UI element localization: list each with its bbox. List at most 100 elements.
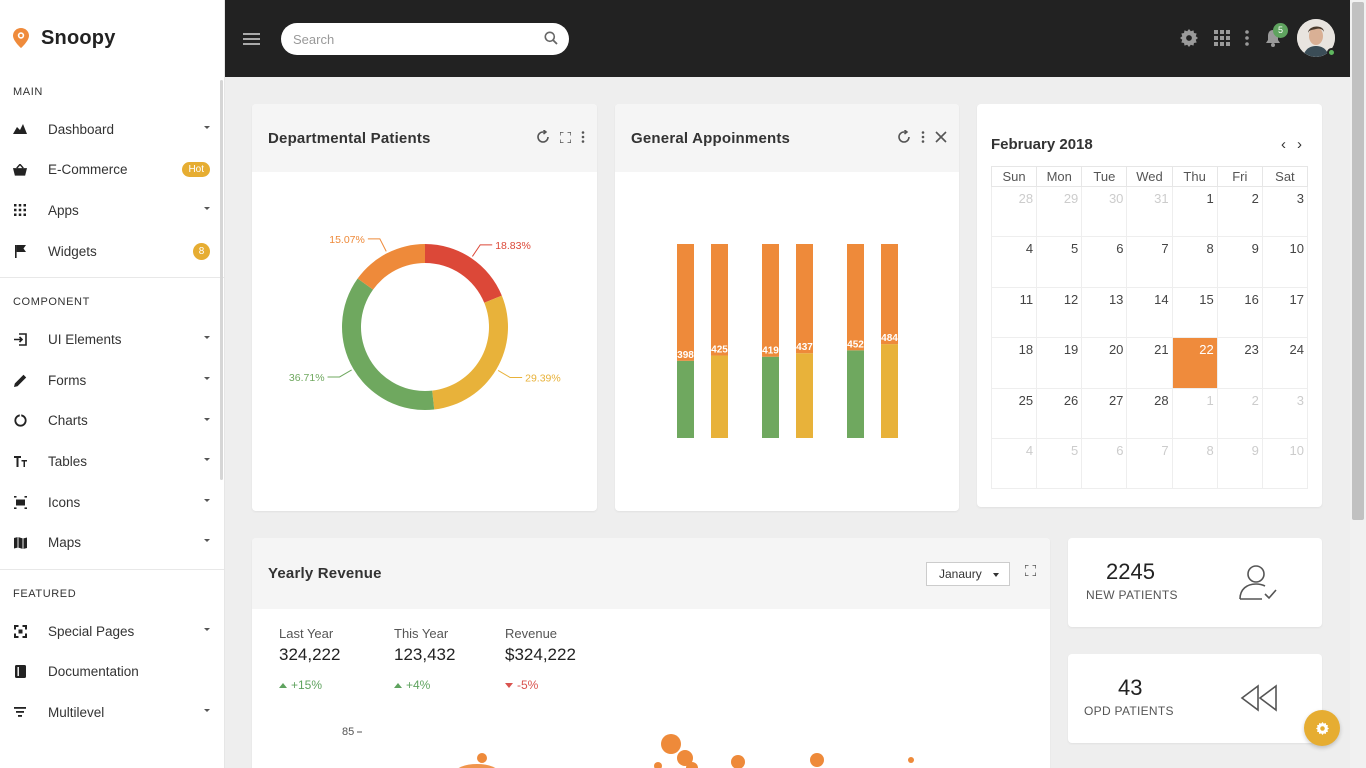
sidebar-item-ui-elements[interactable]: UI Elements xyxy=(0,319,224,360)
calendar-day[interactable]: 31 xyxy=(1126,185,1173,238)
calendar-day[interactable]: 4 xyxy=(990,236,1038,288)
bar-segment[interactable] xyxy=(762,244,779,357)
calendar-day[interactable]: 13 xyxy=(1081,286,1128,339)
calendar-day[interactable]: 6 xyxy=(1081,236,1128,288)
calendar-day[interactable]: 2 xyxy=(1216,387,1263,439)
sidebar-item-multilevel[interactable]: Multilevel xyxy=(0,692,224,733)
calendar-day[interactable]: 12 xyxy=(1036,286,1083,339)
calendar-day[interactable]: 26 xyxy=(1036,387,1083,439)
calendar-day[interactable]: 1 xyxy=(1171,387,1218,439)
sidebar-item-dashboard[interactable]: Dashboard xyxy=(0,109,224,150)
calendar-day[interactable]: 4 xyxy=(990,437,1038,490)
sidebar-item-charts[interactable]: Charts xyxy=(0,401,224,442)
sidebar-item-special-pages[interactable]: Special Pages xyxy=(0,611,224,652)
calendar-day[interactable]: 27 xyxy=(1081,387,1128,439)
bar-segment[interactable] xyxy=(796,353,813,438)
page-scrollbar-thumb[interactable] xyxy=(1352,2,1364,520)
donut-slice[interactable] xyxy=(425,244,502,303)
calendar-day[interactable]: 9 xyxy=(1216,236,1263,288)
sidebar-item-tables[interactable]: Tables xyxy=(0,441,224,482)
bar-segment[interactable] xyxy=(677,360,694,438)
search-input[interactable] xyxy=(281,23,569,55)
donut-slice[interactable] xyxy=(357,244,425,290)
pencil-icon xyxy=(13,373,27,387)
bar-segment[interactable] xyxy=(847,350,864,438)
calendar-day[interactable]: 9 xyxy=(1216,437,1263,490)
calendar-day[interactable]: 28 xyxy=(990,185,1038,238)
calendar-day[interactable]: 10 xyxy=(1261,437,1309,490)
close-icon[interactable] xyxy=(935,131,947,143)
calendar-day[interactable]: 3 xyxy=(1261,387,1309,439)
month-select[interactable]: Janaury xyxy=(926,562,1010,586)
calendar-day[interactable]: 5 xyxy=(1036,236,1083,288)
calendar-day[interactable]: 23 xyxy=(1216,337,1263,389)
calendar-day[interactable]: 14 xyxy=(1126,286,1173,339)
calendar-day[interactable]: 11 xyxy=(990,286,1038,339)
calendar-day[interactable]: 8 xyxy=(1171,437,1218,490)
calendar-prev-button[interactable]: ‹ xyxy=(1281,136,1286,153)
donut-slice[interactable] xyxy=(342,278,435,410)
calendar-day[interactable]: 20 xyxy=(1081,337,1128,389)
sidebar-item-icons[interactable]: Icons xyxy=(0,482,224,523)
menu-toggle-icon[interactable] xyxy=(243,33,260,45)
calendar-day[interactable]: 24 xyxy=(1261,337,1309,389)
calendar-next-button[interactable]: › xyxy=(1297,136,1302,153)
settings-fab[interactable] xyxy=(1304,710,1340,746)
bar-segment[interactable] xyxy=(711,244,728,356)
calendar-day[interactable]: 18 xyxy=(990,337,1038,389)
refresh-icon[interactable] xyxy=(536,130,550,144)
sidebar-item-documentation[interactable]: Documentation xyxy=(0,652,224,693)
sidebar-item-label: Dashboard xyxy=(48,121,115,137)
sidebar-item-maps[interactable]: Maps xyxy=(0,522,224,563)
calendar-day[interactable]: 6 xyxy=(1081,437,1128,490)
new-patients-label: NEW PATIENTS xyxy=(1086,588,1178,602)
more-vertical-icon[interactable] xyxy=(1244,30,1250,46)
sidebar-item-forms[interactable]: Forms xyxy=(0,360,224,401)
calendar-day[interactable]: 21 xyxy=(1126,337,1173,389)
search-icon[interactable] xyxy=(544,31,558,45)
calendar-day[interactable]: 5 xyxy=(1036,437,1083,490)
bar-segment[interactable] xyxy=(762,356,779,438)
gear-icon[interactable] xyxy=(1180,29,1198,47)
calendar-day[interactable]: 22 xyxy=(1171,337,1218,389)
slice-label-leader xyxy=(327,369,352,378)
bar-segment[interactable] xyxy=(796,244,813,354)
bar-segment[interactable] xyxy=(847,244,864,351)
calendar-day[interactable]: 7 xyxy=(1126,236,1173,288)
more-vertical-icon[interactable] xyxy=(921,131,925,143)
more-vertical-icon[interactable] xyxy=(581,131,585,143)
brand[interactable]: Snoopy xyxy=(0,0,224,76)
apps-grid-icon[interactable] xyxy=(1214,30,1230,46)
calendar-day[interactable]: 28 xyxy=(1126,387,1173,439)
sidebar-item-apps[interactable]: Apps xyxy=(0,190,224,231)
refresh-icon[interactable] xyxy=(897,130,911,144)
calendar-day[interactable]: 17 xyxy=(1261,286,1309,339)
calendar-day[interactable]: 10 xyxy=(1261,236,1309,288)
calendar-day[interactable]: 30 xyxy=(1081,185,1128,238)
calendar-day[interactable]: 8 xyxy=(1171,236,1218,288)
sidebar-scrollbar[interactable] xyxy=(220,80,223,480)
page-scrollbar[interactable] xyxy=(1350,0,1366,768)
calendar-day[interactable]: 15 xyxy=(1171,286,1218,339)
calendar-day[interactable]: 16 xyxy=(1216,286,1263,339)
calendar-day[interactable]: 7 xyxy=(1126,437,1173,490)
bar-segment[interactable] xyxy=(711,355,728,438)
calendar-day[interactable]: 19 xyxy=(1036,337,1083,389)
calendar-day[interactable]: 25 xyxy=(990,387,1038,439)
calendar-day[interactable]: 3 xyxy=(1261,185,1309,238)
sidebar-item-ecommerce[interactable]: E-Commerce Hot xyxy=(0,150,224,191)
stat-label: Revenue xyxy=(505,626,558,641)
gear-icon xyxy=(1315,721,1329,735)
weekday-header: Tue xyxy=(1081,166,1128,187)
bar-segment[interactable] xyxy=(881,244,898,345)
fullscreen-icon[interactable] xyxy=(1025,565,1036,576)
bar-segment[interactable] xyxy=(677,244,694,361)
bar-segment[interactable] xyxy=(881,344,898,438)
calendar-day[interactable]: 29 xyxy=(1036,185,1083,238)
calendar-day[interactable]: 2 xyxy=(1216,185,1263,238)
calendar-day[interactable]: 1 xyxy=(1171,185,1218,238)
donut-slice[interactable] xyxy=(432,295,508,410)
dashboard-icon xyxy=(13,122,27,136)
sidebar-item-widgets[interactable]: Widgets 8 xyxy=(0,231,224,272)
fullscreen-icon[interactable] xyxy=(560,131,571,143)
